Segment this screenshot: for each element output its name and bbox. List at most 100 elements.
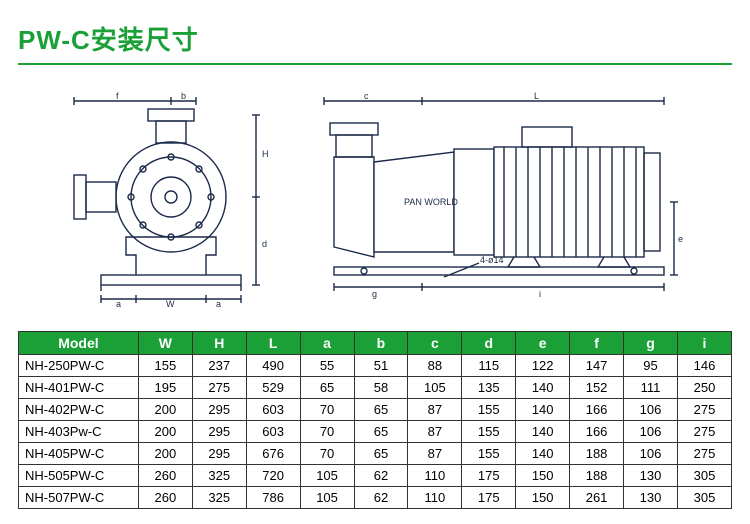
dim-cell: 275 [677, 443, 731, 465]
col-header-W: W [138, 332, 192, 355]
dim-label-W: W [166, 299, 175, 307]
dim-cell: 325 [192, 487, 246, 509]
dim-cell: 140 [516, 443, 570, 465]
dim-cell: 62 [354, 487, 408, 509]
dim-cell: 150 [516, 487, 570, 509]
dim-cell: 140 [516, 377, 570, 399]
col-header-e: e [516, 332, 570, 355]
dim-label-b: b [181, 91, 186, 101]
dim-cell: 188 [570, 443, 624, 465]
table-row: NH-405PW-C200295676706587155140188106275 [19, 443, 732, 465]
page-title: PW-C安装尺寸 [18, 20, 732, 57]
dim-cell: 65 [354, 421, 408, 443]
dim-cell: 51 [354, 355, 408, 377]
dim-cell: 166 [570, 421, 624, 443]
dim-label-e: e [678, 234, 683, 244]
dim-cell: 65 [354, 443, 408, 465]
model-cell: NH-250PW-C [19, 355, 139, 377]
dim-label-f: f [116, 91, 119, 101]
dimensions-table: ModelWHLabcdefgi NH-250PW-C1552374905551… [18, 331, 732, 509]
dim-cell: 166 [570, 399, 624, 421]
dim-cell: 105 [300, 487, 354, 509]
dim-cell: 295 [192, 443, 246, 465]
dim-cell: 275 [192, 377, 246, 399]
dim-cell: 155 [138, 355, 192, 377]
dim-cell: 110 [408, 465, 462, 487]
dim-cell: 275 [677, 399, 731, 421]
model-cell: NH-507PW-C [19, 487, 139, 509]
dim-cell: 786 [246, 487, 300, 509]
col-header-g: g [624, 332, 678, 355]
dim-cell: 175 [462, 487, 516, 509]
dim-cell: 58 [354, 377, 408, 399]
dim-cell: 62 [354, 465, 408, 487]
dim-cell: 105 [408, 377, 462, 399]
col-header-f: f [570, 332, 624, 355]
dim-cell: 140 [516, 399, 570, 421]
dim-cell: 200 [138, 443, 192, 465]
dim-cell: 603 [246, 421, 300, 443]
dim-label-g: g [372, 289, 377, 299]
table-row: NH-507PW-C260325786105621101751502611303… [19, 487, 732, 509]
dim-cell: 200 [138, 399, 192, 421]
dim-cell: 70 [300, 399, 354, 421]
dim-cell: 603 [246, 399, 300, 421]
bolt-label: 4-ø14 [480, 255, 504, 265]
dim-cell: 188 [570, 465, 624, 487]
dim-cell: 122 [516, 355, 570, 377]
col-header-a: a [300, 332, 354, 355]
col-header-b: b [354, 332, 408, 355]
dim-cell: 95 [624, 355, 678, 377]
dimension-diagram: f b H d a a W [18, 77, 732, 317]
col-header-L: L [246, 332, 300, 355]
dim-cell: 250 [677, 377, 731, 399]
dim-cell: 146 [677, 355, 731, 377]
dim-cell: 155 [462, 421, 516, 443]
model-cell: NH-401PW-C [19, 377, 139, 399]
table-header-row: ModelWHLabcdefgi [19, 332, 732, 355]
dim-cell: 106 [624, 443, 678, 465]
pump-front-view: f b H d a a W [66, 87, 276, 307]
dim-cell: 237 [192, 355, 246, 377]
title-rule [18, 63, 732, 65]
dim-cell: 115 [462, 355, 516, 377]
dim-cell: 147 [570, 355, 624, 377]
model-cell: NH-505PW-C [19, 465, 139, 487]
model-cell: NH-402PW-C [19, 399, 139, 421]
dim-cell: 200 [138, 421, 192, 443]
dim-cell: 155 [462, 399, 516, 421]
dim-cell: 152 [570, 377, 624, 399]
dim-cell: 111 [624, 377, 678, 399]
dim-label-H: H [262, 149, 269, 159]
col-header-d: d [462, 332, 516, 355]
dim-cell: 88 [408, 355, 462, 377]
dim-cell: 65 [300, 377, 354, 399]
dim-label-a2: a [216, 299, 221, 307]
dim-cell: 155 [462, 443, 516, 465]
table-row: NH-401PW-C195275529655810513514015211125… [19, 377, 732, 399]
dim-cell: 65 [354, 399, 408, 421]
table-row: NH-250PW-C15523749055518811512214795146 [19, 355, 732, 377]
dim-label-d: d [262, 239, 267, 249]
dim-cell: 260 [138, 465, 192, 487]
pan-world-label: PAN WORLD [404, 197, 458, 207]
dim-cell: 529 [246, 377, 300, 399]
table-row: NH-402PW-C200295603706587155140166106275 [19, 399, 732, 421]
dim-cell: 305 [677, 487, 731, 509]
dim-cell: 130 [624, 487, 678, 509]
pump-side-view: c L PAN WORLD 4-ø14 g i e [304, 87, 684, 307]
table-row: NH-505PW-C260325720105621101751501881303… [19, 465, 732, 487]
col-header-i: i [677, 332, 731, 355]
dim-label-i: i [539, 289, 541, 299]
col-header-c: c [408, 332, 462, 355]
col-header-model: Model [19, 332, 139, 355]
dim-cell: 261 [570, 487, 624, 509]
dim-cell: 305 [677, 465, 731, 487]
dim-cell: 295 [192, 421, 246, 443]
dim-cell: 105 [300, 465, 354, 487]
table-row: NH-403Pw-C200295603706587155140166106275 [19, 421, 732, 443]
dim-cell: 295 [192, 399, 246, 421]
dim-label-c: c [364, 91, 369, 101]
dim-cell: 106 [624, 421, 678, 443]
dim-cell: 87 [408, 399, 462, 421]
